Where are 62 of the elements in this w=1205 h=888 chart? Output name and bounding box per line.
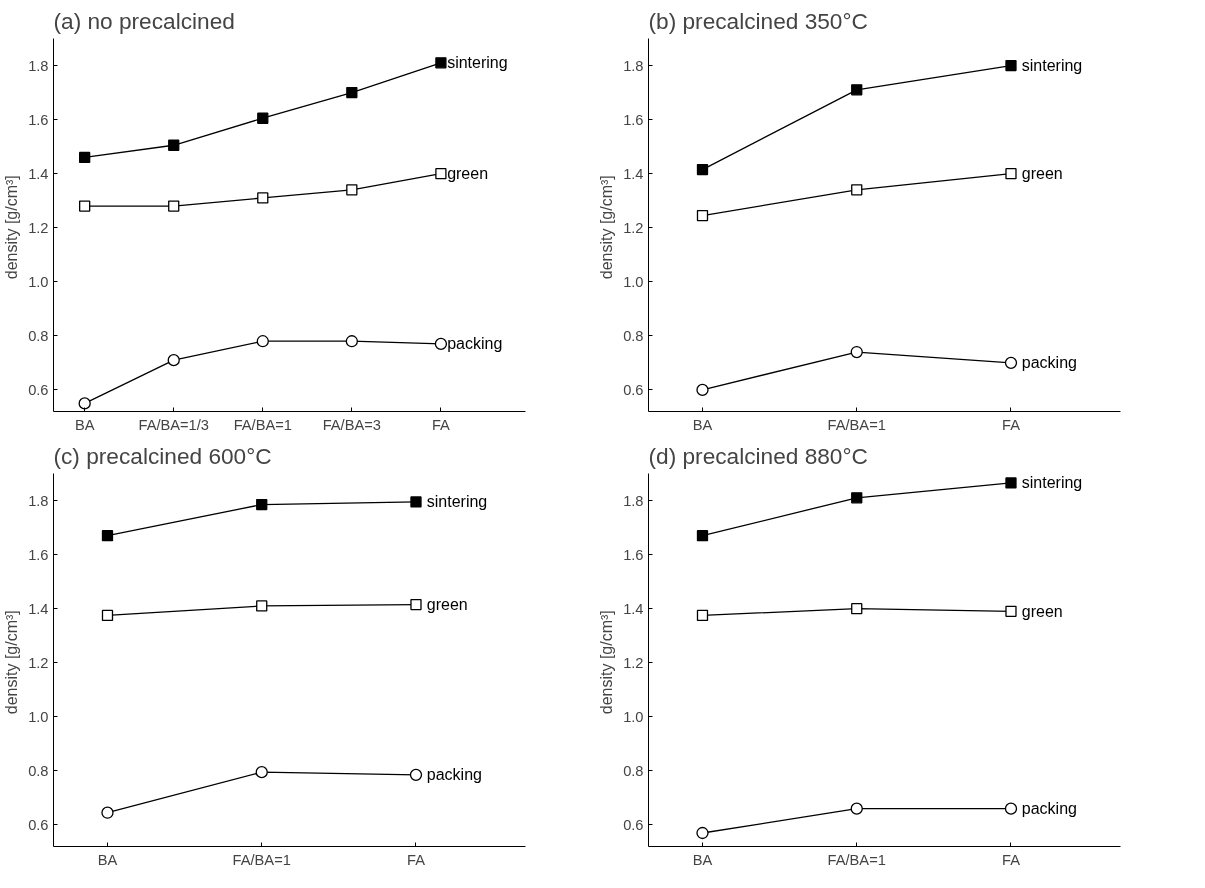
y-tick-label: 1.2	[28, 654, 49, 671]
y-axis-title: density [g/cm³]	[598, 610, 616, 715]
y-tick-label: 1.4	[28, 600, 49, 617]
y-tick-label: 1.2	[623, 219, 644, 236]
series-label: packing	[426, 766, 482, 784]
y-tick-label: 1.8	[623, 492, 644, 509]
series-label: sintering	[1021, 57, 1083, 75]
y-tick-label: 0.6	[28, 816, 49, 833]
x-tick-label: BA	[97, 851, 118, 868]
series-label: sintering	[1021, 474, 1083, 492]
x-tick-label: FA/BA=3	[322, 416, 381, 433]
y-tick-label: 0.6	[623, 816, 644, 833]
series-label: packing	[1021, 800, 1077, 818]
y-tick-label: 1.8	[28, 57, 49, 74]
y-tick-label: 1.8	[28, 492, 49, 509]
chart-title: (b) precalcined 350°C	[648, 7, 868, 34]
series-label: sintering	[426, 493, 488, 511]
y-tick-label: 1.2	[28, 219, 49, 236]
x-tick-label: FA	[407, 851, 426, 868]
y-tick-label: 1.6	[28, 111, 49, 128]
y-tick-label: 0.6	[623, 381, 644, 398]
x-tick-label: FA/BA=1	[827, 851, 886, 868]
y-tick-label: 0.8	[623, 762, 644, 779]
x-tick-label: FA/BA=1/3	[138, 416, 209, 433]
y-tick-label: 1.8	[623, 57, 644, 74]
y-tick-label: 1.0	[28, 273, 49, 290]
y-tick-label: 1.6	[623, 546, 644, 563]
series-label: green	[1021, 602, 1063, 620]
y-tick-label: 1.0	[28, 708, 49, 725]
y-tick-label: 1.4	[623, 165, 644, 182]
series-label: packing	[447, 335, 503, 353]
series-label: green	[447, 165, 489, 183]
x-tick-label: FA/BA=1	[827, 416, 886, 433]
x-tick-label: BA	[692, 416, 713, 433]
x-tick-label: FA	[1002, 851, 1021, 868]
x-tick-label: FA	[431, 416, 451, 433]
y-tick-label: 1.6	[28, 546, 49, 563]
y-tick-label: 0.8	[623, 327, 644, 344]
x-tick-label: BA	[692, 851, 713, 868]
series-label: green	[426, 596, 468, 614]
x-tick-label: FA/BA=1	[233, 416, 292, 433]
y-tick-label: 1.0	[623, 273, 644, 290]
y-tick-label: 1.0	[623, 708, 644, 725]
x-tick-label: BA	[74, 416, 95, 433]
y-axis-title: density [g/cm³]	[598, 175, 616, 280]
x-tick-label: FA/BA=1	[232, 851, 291, 868]
y-tick-label: 0.6	[28, 381, 49, 398]
y-axis-title: density [g/cm³]	[3, 610, 21, 715]
y-axis-title: density [g/cm³]	[3, 175, 21, 280]
y-tick-label: 0.8	[28, 762, 49, 779]
y-tick-label: 1.6	[623, 111, 644, 128]
series-label: sintering	[447, 54, 508, 72]
y-tick-label: 1.2	[623, 654, 644, 671]
chart-title: (d) precalcined 880°C	[648, 442, 868, 469]
chart-title: (a) no precalcined	[53, 7, 235, 34]
x-tick-label: FA	[1002, 416, 1021, 433]
y-tick-label: 0.8	[28, 327, 49, 344]
series-label: green	[1021, 165, 1063, 183]
series-label: packing	[1021, 354, 1077, 372]
chart-title: (c) precalcined 600°C	[53, 442, 272, 469]
y-tick-label: 1.4	[623, 600, 644, 617]
y-tick-label: 1.4	[28, 165, 49, 182]
